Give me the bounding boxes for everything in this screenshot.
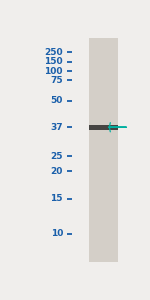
Text: 20: 20 <box>51 167 63 176</box>
Bar <box>88 125 118 130</box>
Bar <box>88 38 118 262</box>
Text: 150: 150 <box>44 57 63 66</box>
Text: 37: 37 <box>50 123 63 132</box>
Text: 15: 15 <box>50 194 63 203</box>
Text: 25: 25 <box>50 152 63 160</box>
Text: 250: 250 <box>44 48 63 57</box>
Text: 10: 10 <box>51 229 63 238</box>
Text: 100: 100 <box>44 67 63 76</box>
Text: 75: 75 <box>50 76 63 85</box>
Text: 50: 50 <box>51 96 63 105</box>
